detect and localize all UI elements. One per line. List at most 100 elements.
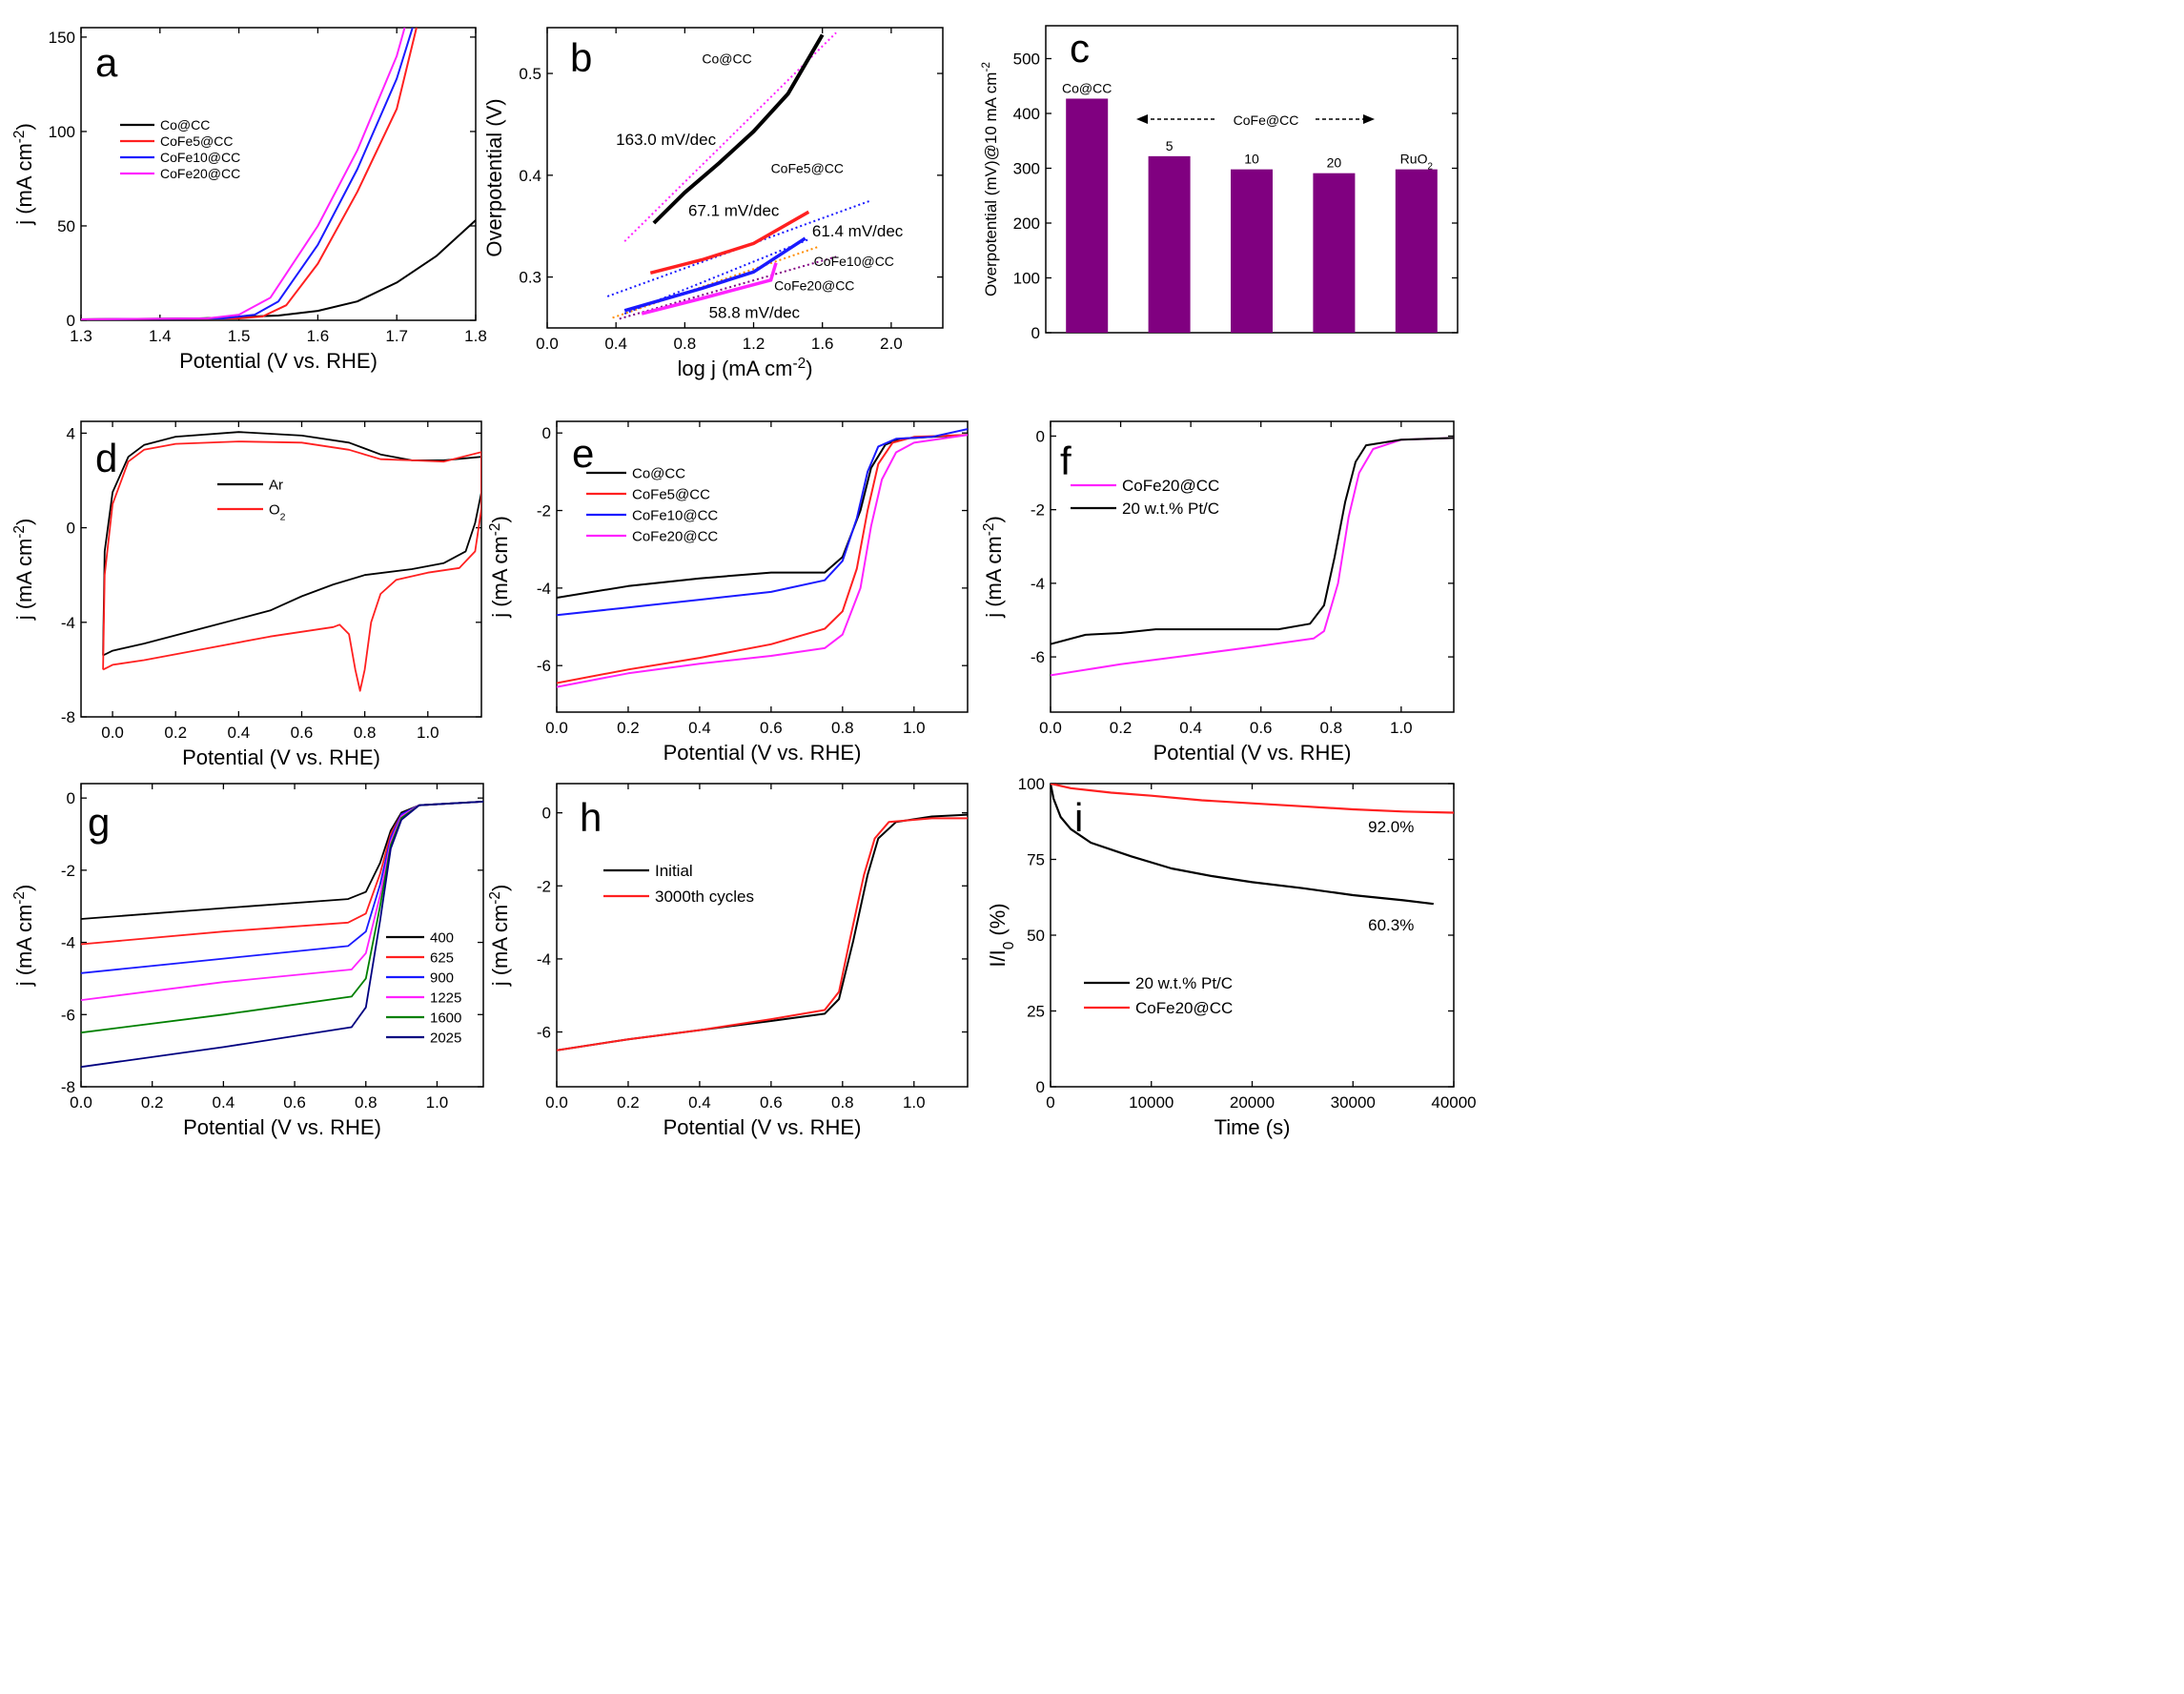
panel-i: 0 10000 20000 30000 40000 0 25 50 75 100 Time (s) I… — [986, 775, 1477, 1139]
x-tick-label: 0.8 — [1319, 719, 1342, 737]
y-tick-label: -6 — [537, 1024, 551, 1042]
y-tick-label: 0 — [542, 805, 551, 823]
x-tick-label: 1.4 — [149, 327, 172, 345]
y-tick-label: -4 — [537, 580, 551, 598]
legend-label: O2 — [269, 501, 286, 522]
y-tick-label: 50 — [57, 217, 75, 235]
x-tick-label: 0.0 — [536, 335, 559, 353]
x-axis-label: Potential (V vs. RHE) — [1153, 741, 1352, 765]
legend-label: 1600 — [430, 1010, 461, 1026]
plot-frame — [80, 420, 482, 718]
series-line — [641, 262, 778, 316]
x-axis-label: Time (s) — [1214, 1115, 1291, 1139]
annotation: Co@CC — [702, 51, 751, 66]
y-tick-label: 0.3 — [519, 269, 541, 287]
x-tick-label: 1.0 — [903, 719, 926, 737]
x-axis-label: Potential (V vs. RHE) — [663, 741, 862, 765]
panel-letter: g — [88, 800, 110, 845]
x-tick-label: 0.4 — [1179, 719, 1202, 737]
panel-c: 0 100 200 300 400 500 Overpotential (mV)@10 mA… — [979, 25, 1459, 342]
panel-letter: a — [95, 40, 118, 85]
x-tick-label: 0.4 — [688, 719, 711, 737]
x-tick-label: 1.5 — [228, 327, 251, 345]
y-axis-label: Overpotential (mV)@10 mA cm-2 — [979, 62, 1000, 296]
series-line-cofe10-cc — [557, 428, 968, 617]
y-tick-label: -4 — [61, 614, 75, 632]
x-tick-label: 1.0 — [417, 724, 439, 742]
panel-e: 0.0 0.2 0.4 0.6 0.8 1.0 -6 -4 -2 0 Potential (V vs… — [487, 420, 969, 765]
annotation: 67.1 mV/dec — [688, 202, 780, 220]
series-line-cofe5-cc — [81, 28, 418, 320]
panel-f: 0.0 0.2 0.4 0.6 0.8 1.0 -6 -4 -2 0 Potential (V vs… — [981, 420, 1455, 765]
y-axis-label: I/I0 (%) — [986, 903, 1017, 967]
x-axis-label: log j (mA cm-2) — [677, 356, 812, 381]
y-axis-label: j (mA cm-2) — [487, 516, 513, 619]
x-tick-label: 0.6 — [291, 724, 314, 742]
panel-letter: c — [1070, 26, 1090, 71]
x-tick-label: 0.6 — [760, 1093, 783, 1112]
x-tick-label: 1.2 — [743, 335, 765, 353]
y-tick-label: -2 — [61, 862, 75, 880]
legend-label: 625 — [430, 949, 454, 966]
series-line-o- — [102, 440, 481, 692]
y-tick-label: 0.5 — [519, 65, 541, 83]
y-tick-label: -8 — [61, 708, 75, 726]
y-tick-label: -4 — [537, 950, 551, 969]
y-tick-label: 25 — [1027, 1003, 1045, 1021]
x-axis-label: Potential (V vs. RHE) — [663, 1115, 862, 1139]
x-tick-label: 0.0 — [545, 719, 568, 737]
plot-frame — [556, 420, 969, 713]
panel-h: 0.0 0.2 0.4 0.6 0.8 1.0 -6 -4 -2 0 Potential (V vs… — [487, 783, 969, 1139]
y-tick-label: 50 — [1027, 927, 1045, 945]
panel-letter: f — [1060, 439, 1072, 483]
series-line-initial — [557, 813, 968, 1051]
legend-label: CoFe10@CC — [160, 150, 240, 165]
plot-frame — [556, 783, 969, 1088]
x-tick-label: 0.2 — [141, 1093, 164, 1112]
x-tick-label: 0.0 — [1039, 719, 1062, 737]
y-tick-label: 0 — [1036, 1078, 1045, 1096]
y-tick-label: -4 — [61, 934, 75, 952]
series-line-900 — [81, 801, 483, 974]
group-arrowhead-right — [1363, 114, 1375, 124]
y-tick-label: 0 — [1031, 324, 1040, 342]
x-tick-label: 2.0 — [880, 335, 903, 353]
legend-label: 3000th cycles — [655, 888, 754, 906]
x-tick-label: 0.8 — [831, 719, 854, 737]
panel-letter: h — [580, 795, 602, 840]
series-line-625 — [81, 801, 483, 946]
legend-label: CoFe20@CC — [1135, 999, 1233, 1017]
bar-label: RuO2 — [1400, 152, 1433, 173]
x-tick-label: 1.0 — [1390, 719, 1413, 737]
series-line-20-w-t-pt-c — [1051, 784, 1434, 906]
legend-label: CoFe5@CC — [632, 486, 710, 502]
bar-label: 5 — [1166, 138, 1174, 153]
series-line-cofe20-cc — [1051, 437, 1454, 677]
annotation: 92.0% — [1368, 818, 1414, 836]
series-line-20-w-t-pt-c — [1051, 437, 1454, 645]
x-tick-label: 1.7 — [385, 327, 408, 345]
series-line-cofe5-cc — [557, 434, 968, 684]
x-tick-label: 0.6 — [283, 1093, 306, 1112]
annotation: CoFe5@CC — [771, 161, 844, 176]
bar-3 — [1313, 173, 1356, 333]
x-tick-label: 0.2 — [617, 1093, 640, 1112]
series-line-cofe10-cc — [81, 28, 414, 320]
y-tick-label: -6 — [61, 1006, 75, 1024]
x-tick-label: 20000 — [1230, 1093, 1275, 1112]
y-tick-label: -6 — [1031, 648, 1045, 666]
panel-letter: e — [572, 431, 594, 476]
legend-label: Initial — [655, 862, 693, 880]
x-axis-label: Potential (V vs. RHE) — [179, 349, 378, 373]
y-tick-label: -6 — [537, 657, 551, 675]
plot-frame — [80, 27, 477, 321]
x-tick-label: 0.0 — [545, 1093, 568, 1112]
plot-frame — [1050, 420, 1455, 713]
x-tick-label: 0 — [1046, 1093, 1054, 1112]
annotation: 60.3% — [1368, 916, 1414, 934]
x-tick-label: 0.6 — [1250, 719, 1273, 737]
panel-b: 0.0 0.4 0.8 1.2 1.6 2.0 0.3 0.4 0.5 log j (mA cm-… — [482, 27, 944, 381]
x-tick-label: 1.8 — [464, 327, 487, 345]
x-tick-label: 1.6 — [307, 327, 330, 345]
